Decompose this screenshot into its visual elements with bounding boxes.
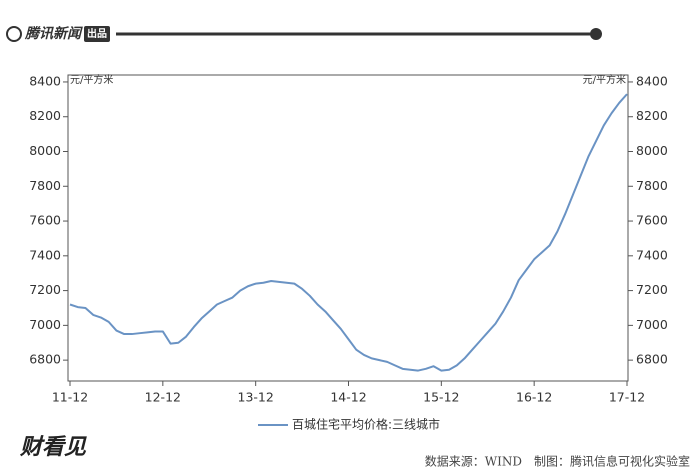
plot-frame xyxy=(67,74,629,382)
y2-tick-label: 6800 xyxy=(636,352,668,367)
x-tick-label: 12-12 xyxy=(145,390,181,405)
x-tick-label: 13-12 xyxy=(238,390,274,405)
y-tick-label: 7000 xyxy=(29,317,61,332)
y2-tick-label: 8400 xyxy=(636,73,668,88)
badge: 出品 xyxy=(87,27,107,40)
series-line xyxy=(69,93,628,372)
brand-icon xyxy=(6,26,22,42)
y-tick-label: 7200 xyxy=(29,282,61,297)
header-dot xyxy=(590,28,602,40)
footer-logo: 财看见 xyxy=(19,435,87,460)
x-tick-label: 17-12 xyxy=(609,390,645,405)
y-tick-label: 8200 xyxy=(29,108,61,123)
y-tick-label: 7600 xyxy=(29,213,61,228)
y2-tick-label: 7400 xyxy=(636,247,668,262)
x-tick-label: 11-12 xyxy=(52,390,88,405)
y-unit: 元/平方米 xyxy=(70,73,113,86)
y-tick-label: 7400 xyxy=(29,247,61,262)
y2-tick-label: 7200 xyxy=(636,282,668,297)
y-tick-label: 7800 xyxy=(29,178,61,193)
legend-label: 百城住宅平均价格:三线城市 xyxy=(292,417,440,432)
y-tick-label: 6800 xyxy=(29,352,61,367)
y2-tick-label: 7800 xyxy=(636,178,668,193)
source: 数据来源：WIND 制图：腾讯信息可视化实验室 xyxy=(425,454,690,469)
y-tick-label: 8400 xyxy=(29,73,61,88)
x-tick-label: 14-12 xyxy=(330,390,366,405)
x-tick-label: 15-12 xyxy=(423,390,459,405)
y2-tick-label: 8200 xyxy=(636,108,668,123)
y2-tick-label: 8000 xyxy=(636,143,668,158)
y-tick-label: 8000 xyxy=(29,143,61,158)
y2-tick-label: 7000 xyxy=(636,317,668,332)
y2-tick-label: 7600 xyxy=(636,213,668,228)
y2-unit: 元/平方米 xyxy=(583,73,626,86)
brand: 腾讯新闻 xyxy=(24,25,83,42)
badge-box xyxy=(84,26,110,42)
x-tick-label: 16-12 xyxy=(516,390,552,405)
